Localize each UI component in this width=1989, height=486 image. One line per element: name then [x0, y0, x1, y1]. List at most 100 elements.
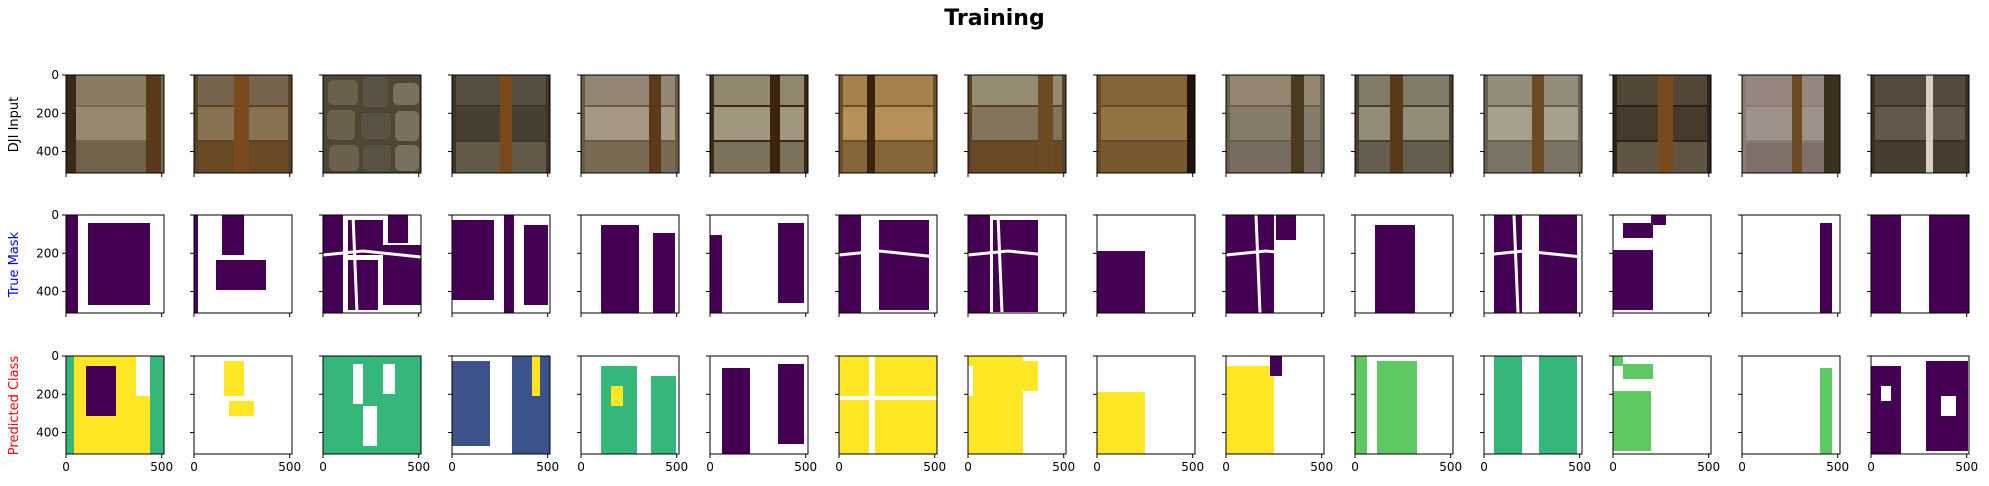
pred-region — [229, 401, 254, 416]
mask-region — [710, 235, 722, 313]
panel-r0-c10 — [1351, 74, 1454, 177]
x-tick-label: 0 — [835, 460, 843, 474]
y-tick-label: 200 — [36, 246, 59, 260]
x-tick-label: 0 — [1867, 460, 1875, 474]
rock-fragment — [327, 110, 355, 140]
core-segment — [843, 107, 933, 140]
panel-r0-c3 — [448, 74, 551, 177]
tray-divider — [1390, 75, 1403, 173]
mask-region — [653, 233, 675, 313]
panel-r0-c8 — [1093, 74, 1196, 177]
mask-region — [601, 225, 639, 313]
panel-frame — [1612, 214, 1712, 314]
pred-region-secondary — [968, 366, 973, 396]
y-tick-label: 200 — [36, 387, 59, 401]
panel-frame — [1612, 74, 1712, 174]
panel-r2-c5: 0 500 — [706, 355, 817, 474]
y-tick-label: 400 — [36, 145, 59, 159]
panel-r1-c12 — [1609, 214, 1712, 317]
panel-frame — [967, 355, 1067, 455]
x-tick-label: 500 — [923, 460, 946, 474]
x-tick-label: 500 — [1955, 460, 1978, 474]
panel-r2-c2: 0 500 — [319, 355, 430, 474]
panel-r2-c3: 0 500 — [448, 355, 559, 474]
panel-r2-c7: 0 500 — [964, 355, 1075, 474]
core-segment — [70, 142, 160, 173]
panel-frame — [1741, 355, 1841, 455]
tray-divider — [1926, 75, 1933, 173]
pred-region — [993, 361, 1038, 391]
panel-r0-c4 — [577, 74, 680, 177]
tray-divider — [146, 75, 161, 173]
panel-r1-c4 — [577, 214, 680, 317]
core-segment — [1875, 107, 1965, 140]
pred-region-secondary — [839, 396, 937, 400]
core-segment — [1875, 142, 1965, 173]
mask-region — [1871, 215, 1901, 313]
pred-region — [1355, 356, 1367, 454]
mask-region — [1820, 223, 1832, 313]
x-tick-label: 0 — [62, 460, 70, 474]
panel-r0-c12 — [1609, 74, 1712, 177]
x-tick-label: 0 — [448, 460, 456, 474]
mask-region — [778, 223, 804, 303]
mask-region — [1651, 215, 1666, 225]
panel-frame — [709, 214, 809, 314]
panel-r1-c11 — [1480, 214, 1583, 317]
mask-region — [1623, 223, 1653, 238]
panel-frame — [1870, 214, 1970, 314]
tray-divider — [500, 75, 512, 173]
panel-r1-c3 — [448, 214, 551, 317]
x-tick-label: 0 — [1351, 460, 1359, 474]
panel-frame — [193, 74, 293, 174]
mask-region — [388, 215, 408, 243]
core-segment — [585, 142, 675, 173]
panel-r1-c10 — [1351, 214, 1454, 317]
core-segment — [843, 75, 933, 105]
rock-fragment — [328, 80, 358, 105]
mask-region — [222, 215, 244, 255]
pred-region — [1871, 366, 1901, 454]
panel-frame — [580, 214, 680, 314]
pred-region — [1097, 392, 1145, 454]
pred-region-secondary — [1270, 356, 1282, 376]
mask-region — [66, 215, 78, 313]
panel-r2-c13: 0 500 — [1738, 355, 1849, 474]
panel-frame — [967, 214, 1067, 314]
core-segment — [70, 75, 160, 105]
mask-crack — [967, 214, 1067, 314]
panel-r2-c4: 0 500 — [577, 355, 688, 474]
core-segment — [843, 142, 933, 173]
panel-frame — [451, 74, 551, 174]
y-tick-label: 400 — [36, 426, 59, 440]
tray-divider — [1187, 75, 1195, 173]
panel-r2-c12: 0 500 — [1609, 355, 1720, 474]
panel-r0-c13 — [1738, 74, 1841, 177]
panel-r1-c1 — [190, 214, 293, 317]
core-segment — [1101, 75, 1191, 105]
pred-region — [1539, 356, 1577, 454]
panel-r1-c9 — [1222, 214, 1325, 317]
mask-region — [1613, 250, 1653, 310]
panel-r2-c9: 0 500 — [1222, 355, 1333, 474]
core-segment — [1875, 75, 1965, 105]
core-segment — [1230, 142, 1320, 173]
x-tick-label: 0 — [1222, 460, 1230, 474]
tray-divider — [770, 75, 780, 173]
core-segment — [1230, 107, 1320, 140]
panel-frame — [1354, 214, 1454, 314]
rock-fragment — [361, 113, 391, 139]
panel-r1-c7 — [964, 214, 1067, 317]
panel-frame — [1225, 74, 1325, 174]
panel-frame — [193, 214, 293, 314]
panel-r0-c7 — [964, 74, 1067, 177]
panel-frame — [967, 74, 1067, 174]
y-tick-label: 0 — [51, 208, 59, 222]
pred-region — [778, 364, 804, 444]
pred-region-secondary — [86, 366, 116, 416]
mask-region — [216, 260, 266, 290]
panel-frame — [322, 74, 422, 174]
panel-r2-c8: 0 500 — [1093, 355, 1204, 474]
core-segment — [714, 75, 804, 105]
